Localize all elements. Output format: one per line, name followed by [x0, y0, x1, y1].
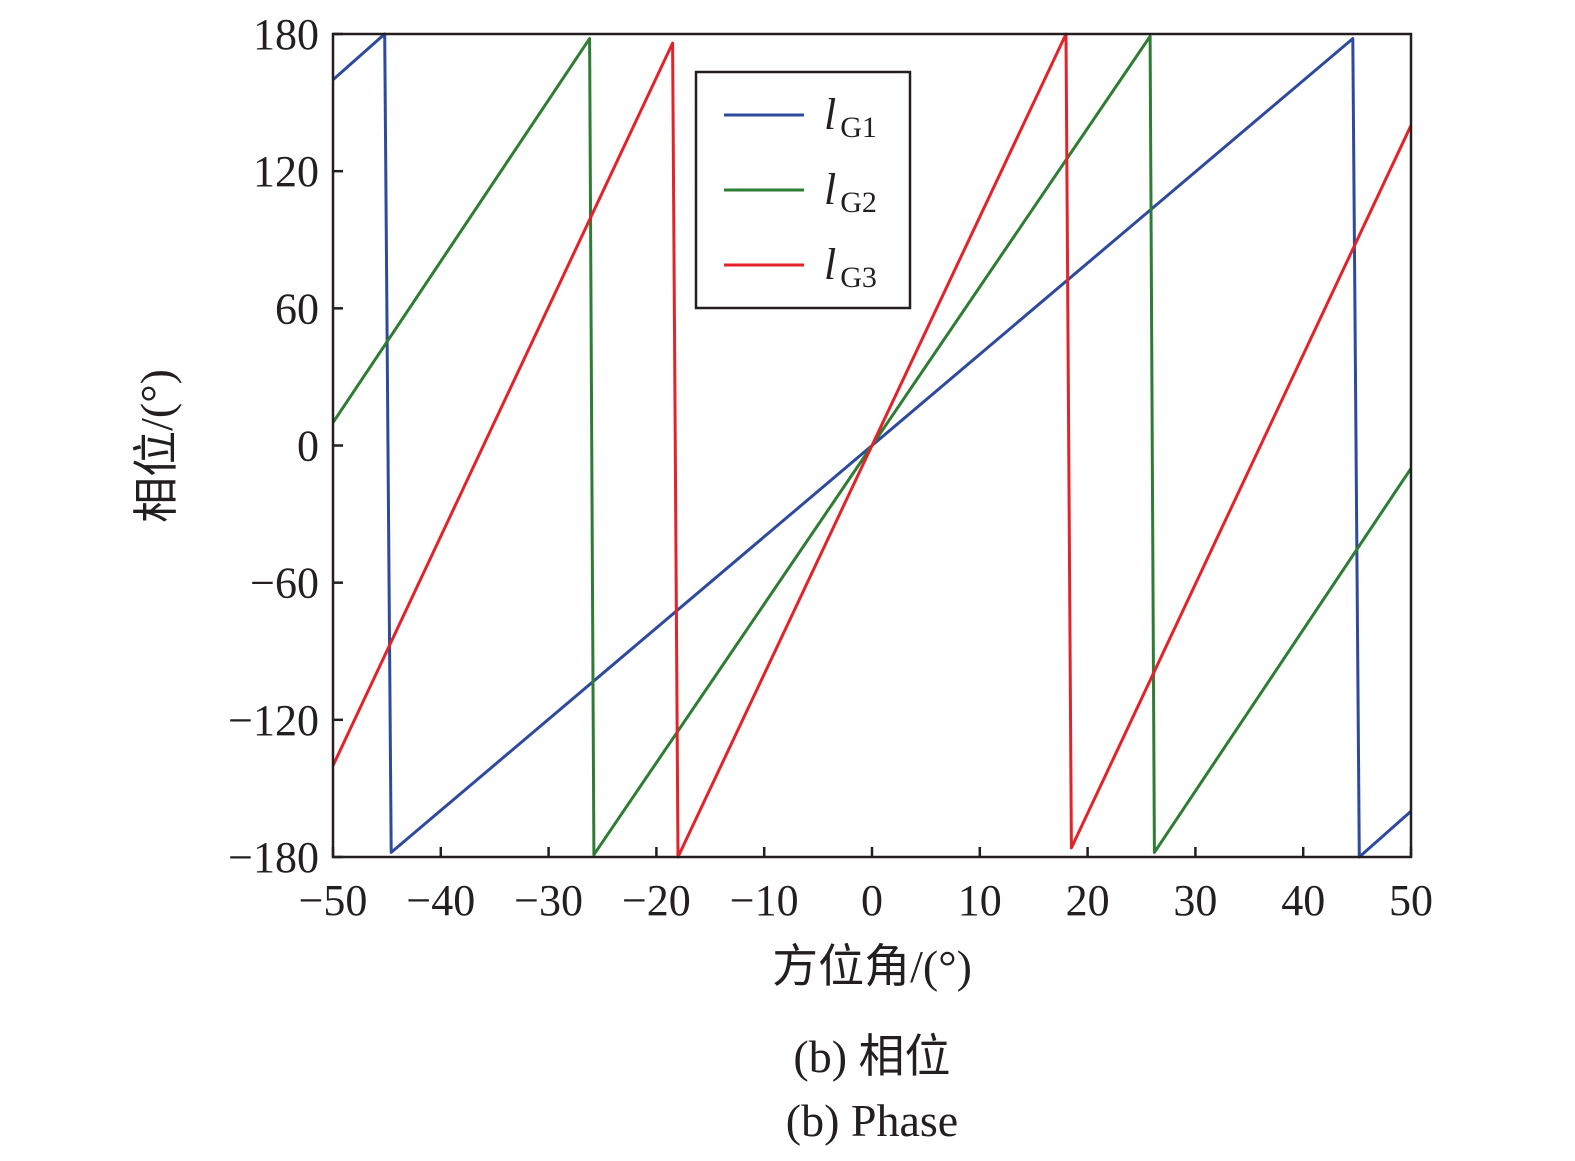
x-tick-label: 40	[1281, 876, 1325, 925]
x-axis-title: 方位角/(°)	[772, 941, 972, 992]
x-tick-label: −50	[299, 876, 368, 925]
x-tick-label: −20	[622, 876, 691, 925]
y-tick-label: 180	[253, 10, 319, 59]
legend-label-g1: l G1	[824, 90, 877, 144]
series-line-g3	[331, 32, 1413, 859]
y-tick-label: −120	[228, 696, 319, 745]
y-tick-label: −180	[228, 833, 319, 882]
legend-label-g3: l G3	[824, 240, 877, 294]
x-tick-label: −30	[514, 876, 583, 925]
x-tick-label: 20	[1066, 876, 1110, 925]
x-tick-label: 10	[958, 876, 1002, 925]
x-tick-label: 30	[1173, 876, 1217, 925]
y-tick-label: 0	[297, 422, 319, 471]
caption-chinese: (b) 相位	[793, 1031, 950, 1082]
x-tick-label: 50	[1389, 876, 1433, 925]
caption-english: (b) Phase	[786, 1095, 958, 1146]
x-tick-label: 0	[861, 876, 883, 925]
y-tick-label: 60	[275, 284, 319, 333]
x-tick-label: −10	[730, 876, 799, 925]
legend-label-g2: l G2	[824, 165, 877, 219]
y-axis-title: 相位/(°)	[131, 369, 182, 523]
y-tick-label: 120	[253, 147, 319, 196]
tick-layer: −50 −40 −30 −20 −10 0 10 20 30 40 50 −180 −120 −60 0 60…	[228, 10, 1433, 925]
legend: l G1 l G2 l G3	[694, 70, 912, 310]
y-tick-label: −60	[250, 559, 319, 608]
x-tick-label: −40	[406, 876, 475, 925]
